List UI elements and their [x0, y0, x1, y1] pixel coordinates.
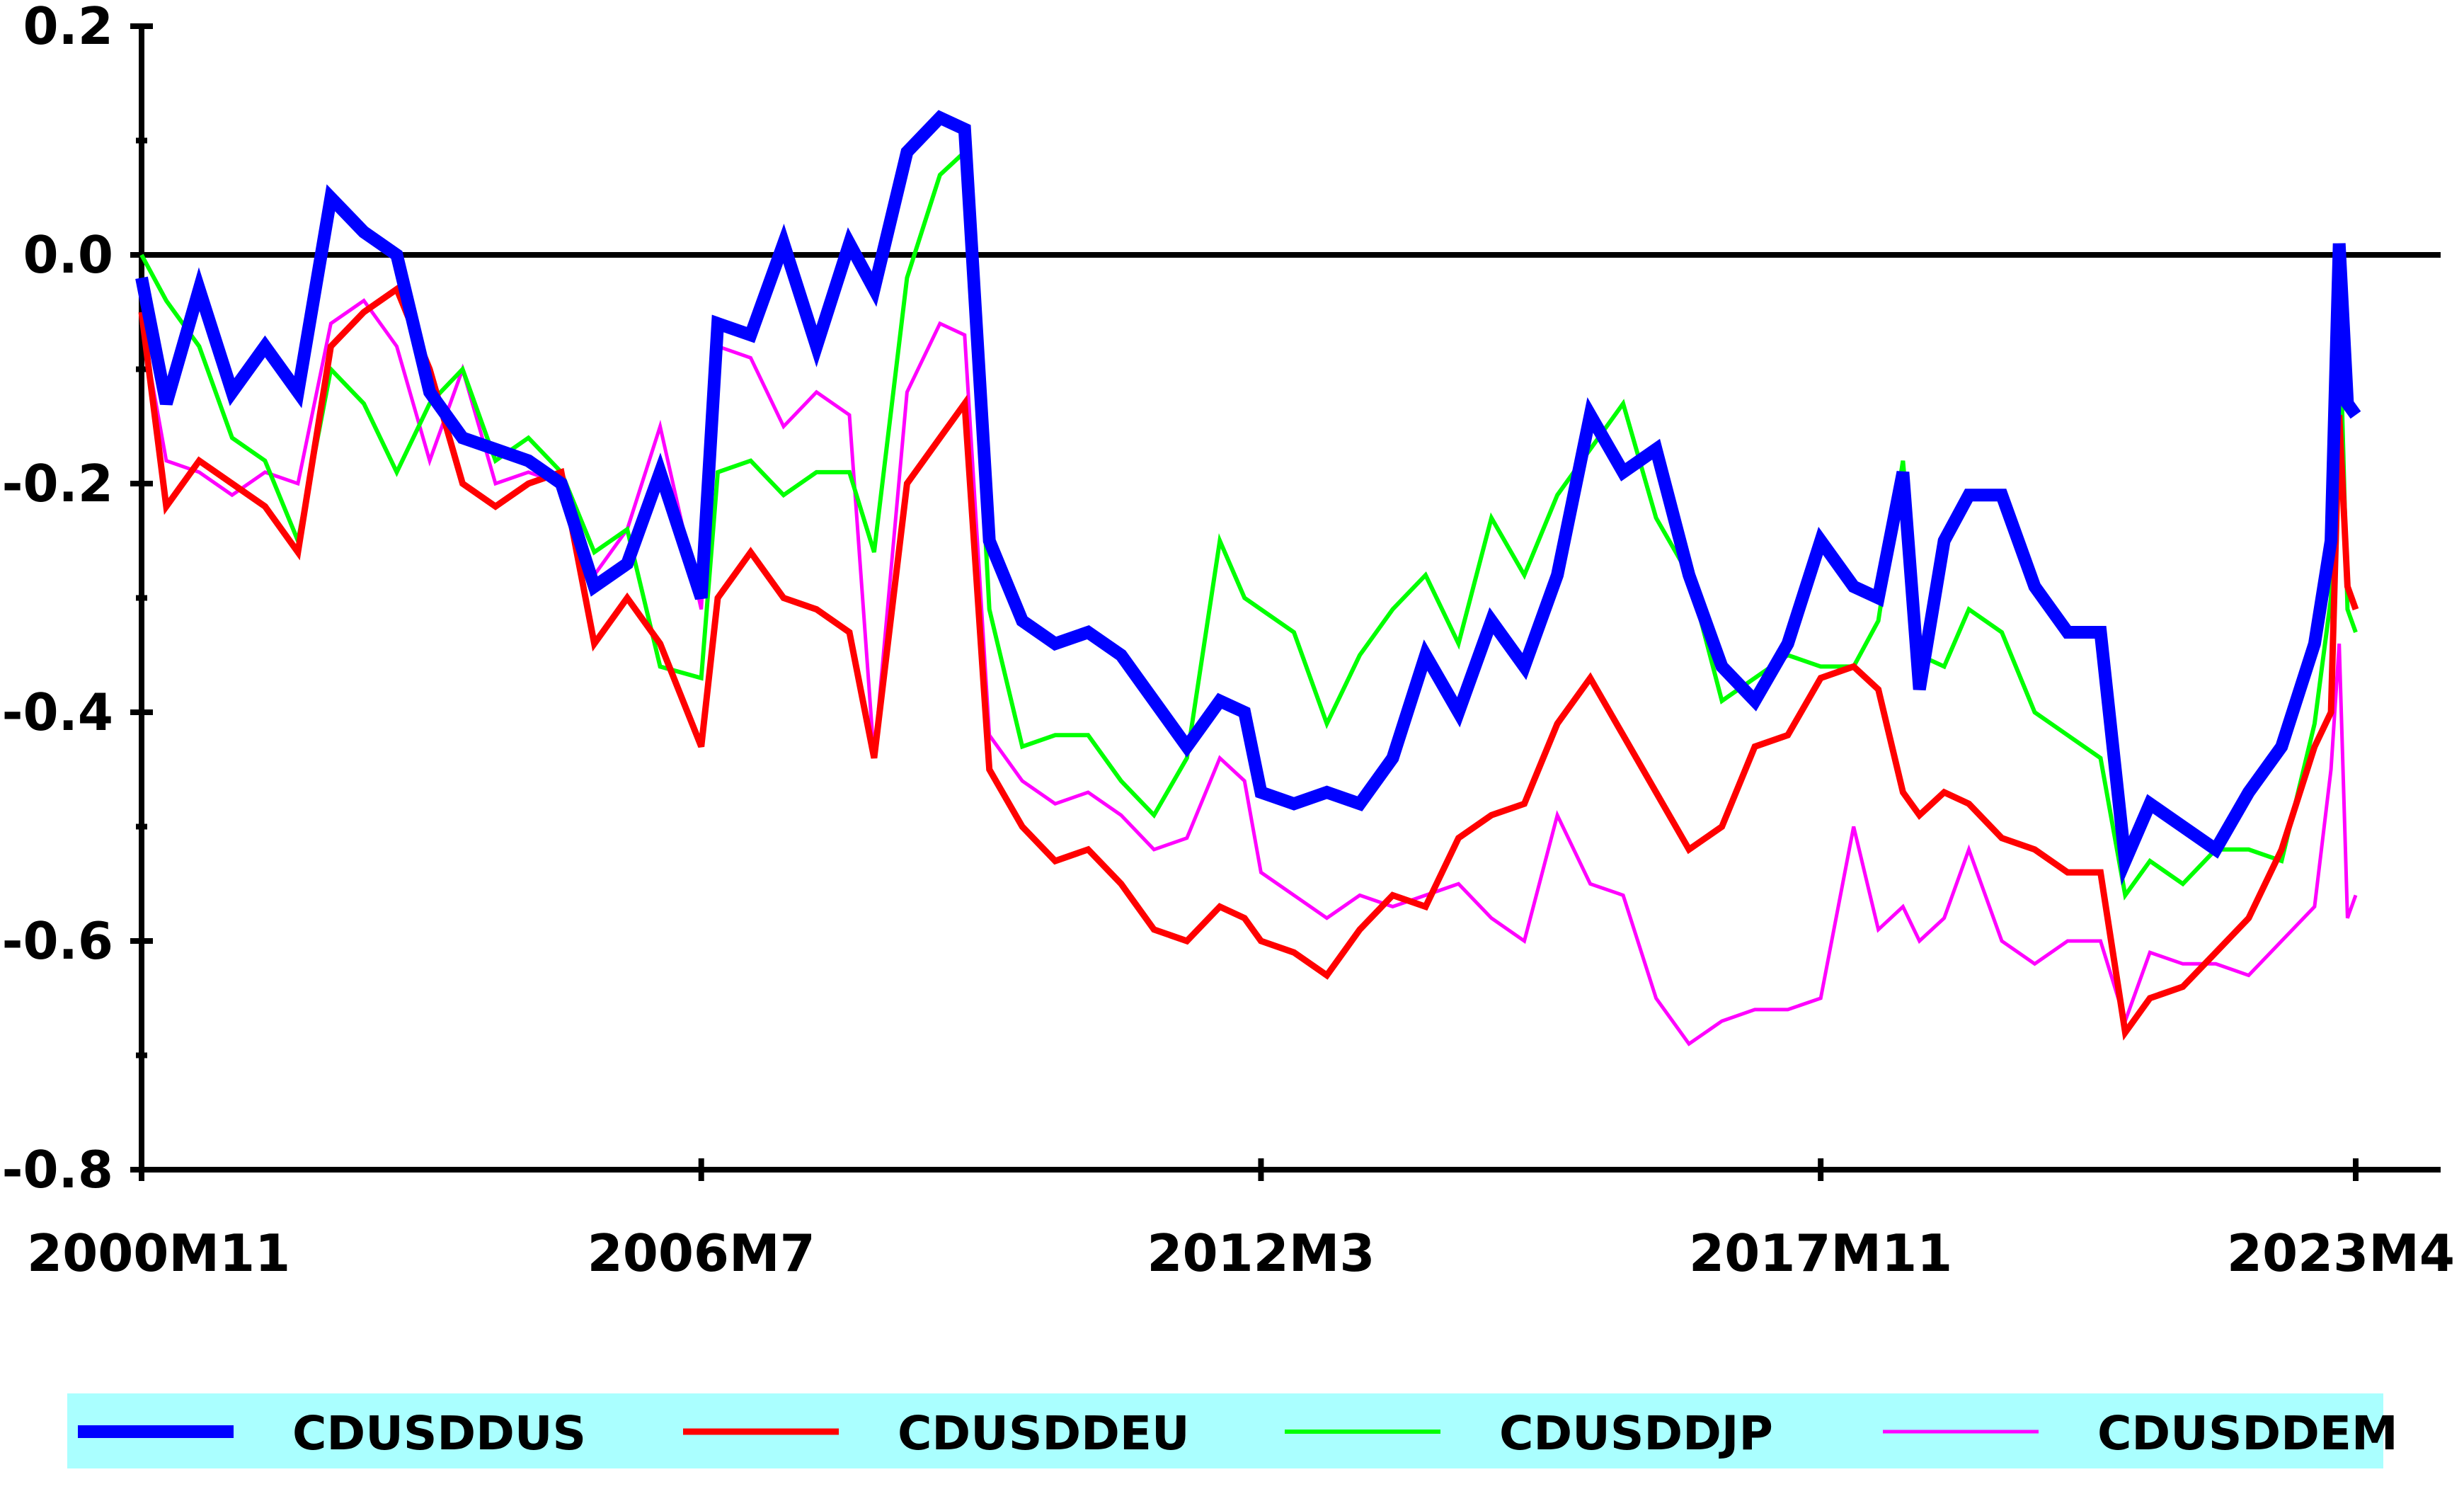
- x-tick-label: 2000M11: [27, 1223, 290, 1283]
- x-tick-label: 2017M11: [1689, 1223, 1952, 1283]
- legend-label: CDUSDDUS: [292, 1406, 586, 1461]
- series-line-cdusddjp: [139, 147, 2358, 901]
- y-tick-label: -0.4: [2, 683, 113, 742]
- y-tick-label: 0.2: [23, 0, 113, 56]
- legend-items: CDUSDDUS CDUSDDEU CDUSDDJP CDUSDDEM: [78, 1406, 2398, 1461]
- x-ticks: 2000M11 2006M7 2012M3 2017M11 2023M4: [27, 1158, 2455, 1283]
- plot-area: 0.2 0.0 -0.2 -0.4 -0.6 -0.8 2000M11 2006M7 2012…: [2, 0, 2455, 1283]
- y-tick-label: -0.8: [2, 1140, 113, 1199]
- y-tick-label: -0.6: [2, 911, 113, 971]
- legend-label: CDUSDDEU: [898, 1406, 1190, 1461]
- x-tick-label: 2012M3: [1147, 1223, 1375, 1283]
- series-line-cdusddeu: [138, 284, 2359, 1041]
- y-tick-label: 0.0: [23, 225, 113, 285]
- legend-label: CDUSDDEM: [2097, 1406, 2398, 1461]
- series-line-cdusddus: [135, 110, 2361, 886]
- y-ticks: 0.2 0.0 -0.2 -0.4 -0.6 -0.8: [2, 0, 153, 1199]
- x-tick-label: 2023M4: [2227, 1223, 2455, 1283]
- legend: CDUSDDUS CDUSDDEU CDUSDDJP CDUSDDEM: [63, 1389, 2398, 1473]
- x-tick-label: 2006M7: [588, 1223, 815, 1283]
- series-line-cdusddem: [139, 298, 2358, 1046]
- legend-label: CDUSDDJP: [1499, 1406, 1773, 1461]
- y-tick-label: -0.2: [2, 454, 113, 513]
- series-lines: [135, 110, 2361, 1046]
